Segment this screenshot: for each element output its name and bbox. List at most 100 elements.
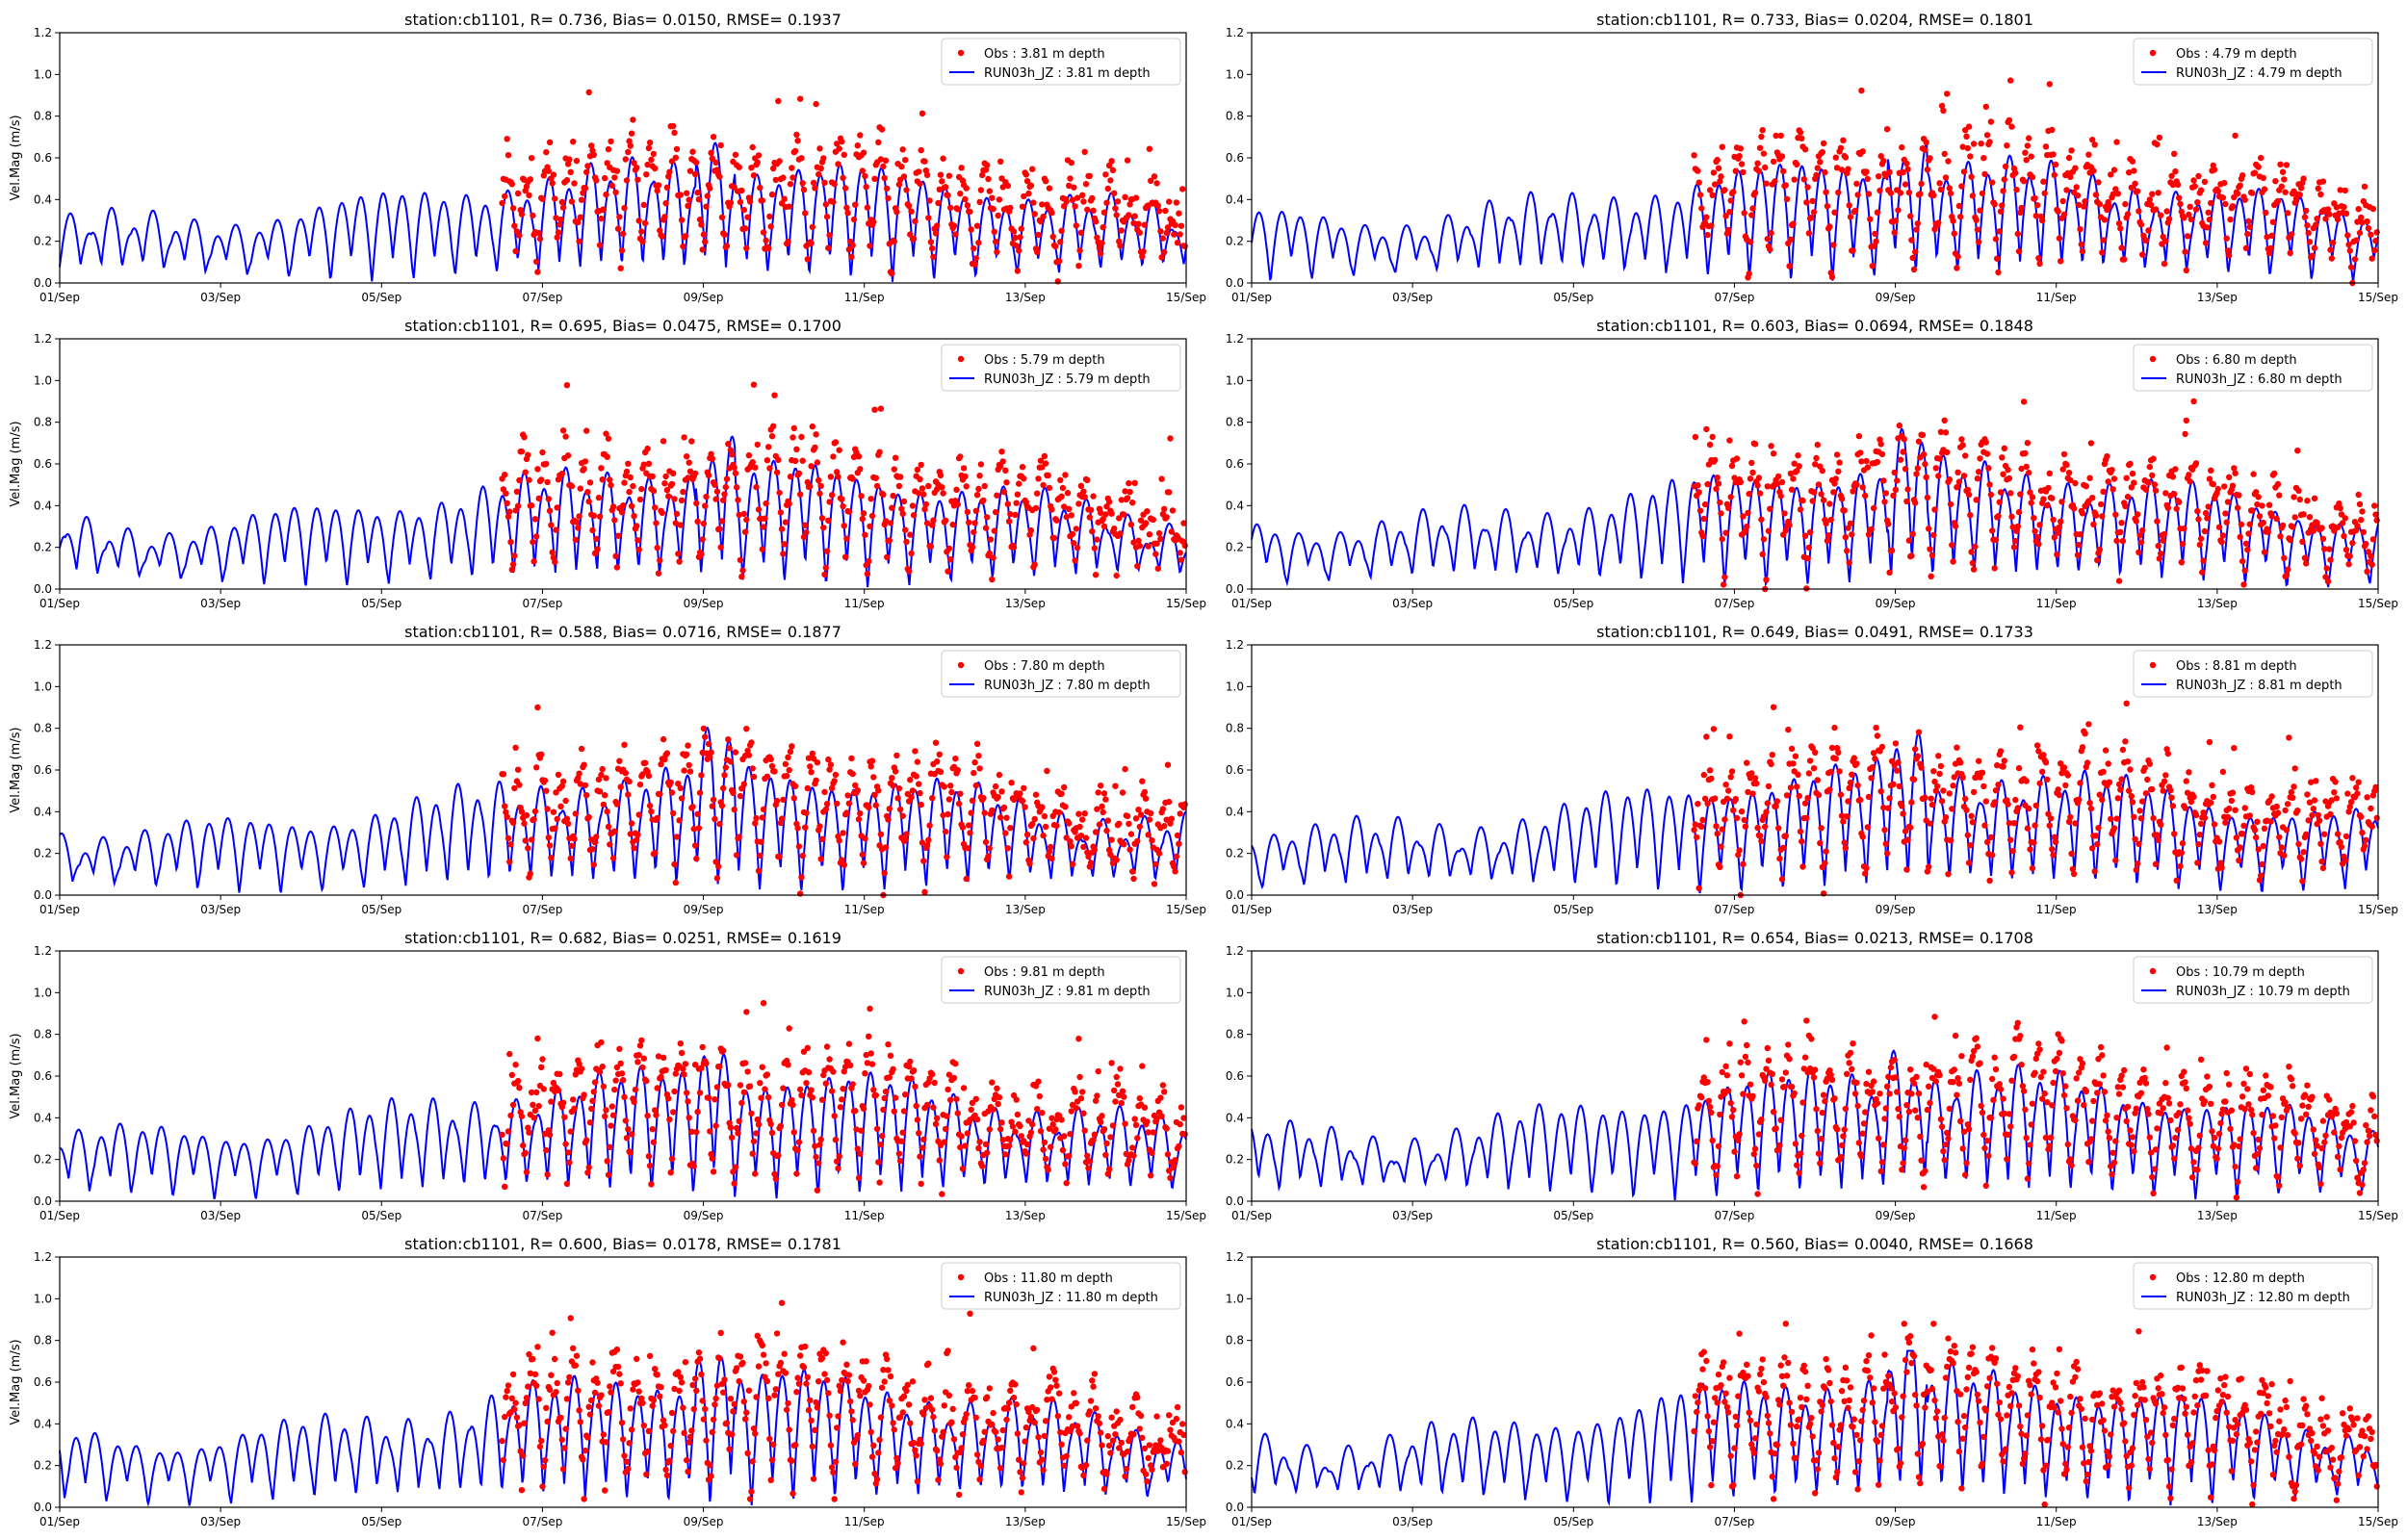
obs-point — [2317, 191, 2324, 198]
obs-point — [518, 808, 526, 815]
obs-point — [2288, 788, 2295, 796]
obs-point — [1714, 156, 1721, 164]
obs-point — [1103, 827, 1110, 834]
obs-point — [2068, 850, 2075, 858]
obs-point — [793, 446, 800, 452]
obs-point — [1760, 150, 1768, 157]
y-tick-label: 1.2 — [1226, 332, 1244, 346]
obs-point — [1080, 488, 1087, 495]
obs-point — [2089, 845, 2096, 852]
obs-point — [652, 849, 659, 857]
obs-point — [1820, 1091, 1827, 1098]
obs-point — [2311, 495, 2318, 501]
obs-point — [907, 531, 914, 538]
obs-point — [854, 1145, 861, 1152]
obs-point — [2211, 1134, 2218, 1142]
obs-point — [1950, 218, 1956, 224]
obs-point — [2301, 554, 2309, 561]
obs-point — [2029, 864, 2036, 872]
obs-point — [781, 541, 788, 548]
obs-point — [1745, 509, 1751, 517]
obs-point — [670, 1427, 677, 1435]
x-tick-label: 05/Sep — [361, 903, 401, 916]
obs-point — [1164, 1151, 1172, 1158]
obs-point — [2187, 1145, 2195, 1152]
obs-point — [608, 481, 614, 489]
obs-point — [925, 836, 932, 843]
obs-point — [654, 1085, 660, 1091]
obs-point — [608, 182, 615, 189]
obs-point — [713, 488, 721, 495]
obs-point — [546, 139, 554, 145]
obs-point — [2246, 812, 2253, 819]
obs-point — [918, 146, 924, 154]
obs-point — [2001, 445, 2007, 451]
obs-point — [2046, 1142, 2053, 1149]
obs-point — [2301, 214, 2309, 220]
obs-point — [614, 1363, 622, 1371]
y-tick-label: 0.8 — [34, 1028, 52, 1041]
obs-point — [1021, 475, 1027, 482]
obs-point — [2094, 1090, 2101, 1096]
obs-point — [575, 218, 582, 226]
obs-point — [744, 214, 751, 220]
obs-point — [1113, 1073, 1120, 1081]
obs-point — [2251, 169, 2259, 176]
obs-point — [895, 181, 903, 188]
obs-point — [857, 1150, 864, 1158]
obs-point — [767, 1120, 774, 1128]
obs-point — [2008, 513, 2015, 520]
obs-point — [2176, 499, 2183, 505]
x-tick-label: 01/Sep — [39, 903, 80, 916]
obs-point — [2318, 858, 2325, 865]
obs-point — [1111, 526, 1118, 532]
obs-point — [720, 1389, 727, 1396]
obs-point — [717, 1329, 724, 1337]
obs-point — [1957, 214, 1964, 220]
obs-point — [971, 528, 977, 536]
obs-point — [1928, 801, 1936, 808]
obs-point — [1100, 1126, 1108, 1133]
obs-point — [797, 890, 804, 897]
obs-point — [1842, 1105, 1850, 1113]
obs-point — [1964, 486, 1972, 493]
obs-point — [2158, 821, 2164, 828]
obs-point — [2311, 244, 2318, 251]
obs-point — [2032, 1055, 2039, 1063]
obs-point — [612, 552, 619, 559]
obs-point — [2354, 1174, 2361, 1181]
obs-point — [677, 192, 684, 198]
obs-point — [667, 779, 674, 786]
obs-point — [803, 809, 810, 816]
x-tick-label: 05/Sep — [361, 1209, 401, 1222]
obs-point — [1973, 1035, 1980, 1041]
obs-point — [2318, 525, 2325, 531]
obs-point — [2209, 782, 2215, 788]
obs-point — [805, 1068, 813, 1076]
subplot-title: station:cb1101, R= 0.649, Bias= 0.0491, … — [1596, 623, 2033, 641]
obs-point — [958, 1133, 965, 1140]
obs-point — [544, 1418, 551, 1425]
obs-point — [2006, 116, 2013, 124]
obs-point — [508, 181, 515, 188]
obs-point — [636, 781, 644, 788]
obs-point — [1946, 1105, 1954, 1113]
obs-point — [2160, 1105, 2166, 1112]
obs-point — [623, 1135, 631, 1142]
obs-point — [695, 1349, 703, 1356]
obs-point — [1949, 542, 1955, 549]
obs-point — [1715, 1142, 1722, 1150]
obs-point — [1717, 1111, 1723, 1118]
obs-point — [1153, 540, 1160, 547]
obs-point — [627, 1149, 634, 1156]
obs-point — [2288, 231, 2295, 238]
obs-point — [890, 1065, 896, 1073]
obs-point — [2201, 178, 2209, 186]
obs-point — [676, 817, 683, 824]
obs-point — [1967, 1076, 1974, 1084]
obs-point — [593, 177, 600, 184]
obs-point — [1157, 228, 1164, 235]
obs-point — [843, 809, 850, 816]
obs-point — [2368, 231, 2374, 238]
